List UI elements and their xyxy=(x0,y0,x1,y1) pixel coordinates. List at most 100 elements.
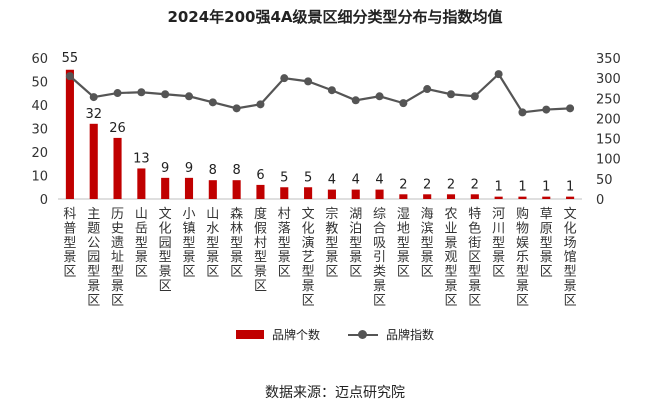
category-label-13-char: 景 xyxy=(373,279,386,294)
category-label-12-char: 景 xyxy=(349,250,362,265)
category-label-13-char: 区 xyxy=(373,293,386,308)
category-label-20-char: 景 xyxy=(540,250,553,265)
category-label-19-char: 型 xyxy=(516,265,529,280)
category-label-9-char: 景 xyxy=(278,250,291,265)
bar-12 xyxy=(351,189,360,199)
bar-0 xyxy=(65,69,74,199)
category-label-12-char: 湖 xyxy=(349,207,362,222)
bar-data-label-10: 5 xyxy=(304,170,312,185)
index-point-18 xyxy=(494,70,503,79)
category-label-19-char: 娱 xyxy=(516,236,529,251)
category-label-18-char: 河 xyxy=(492,207,505,222)
category-label-10-char: 演 xyxy=(302,235,315,251)
index-point-16 xyxy=(447,90,455,99)
category-label-3-char: 区 xyxy=(135,265,148,280)
bar-data-label-0: 55 xyxy=(62,51,79,66)
category-label-8-char: 区 xyxy=(254,279,267,294)
category-label-15-char: 区 xyxy=(421,265,434,280)
bar-14 xyxy=(399,194,408,199)
category-label-21-char: 场 xyxy=(564,236,577,251)
category-label-14-char: 景 xyxy=(397,250,410,265)
index-point-13 xyxy=(375,92,384,101)
category-label-12-char: 区 xyxy=(349,265,362,280)
category-label-20-char: 草 xyxy=(540,207,553,222)
category-label-14-char: 地 xyxy=(397,221,410,236)
bar-data-label-13: 4 xyxy=(375,173,383,188)
bar-data-label-8: 6 xyxy=(256,168,264,183)
category-label-9-char: 村 xyxy=(278,207,291,222)
index-point-6 xyxy=(208,98,217,107)
category-label-1-char: 题 xyxy=(87,221,100,236)
category-label-4-char: 文 xyxy=(159,207,172,222)
bar-data-label-11: 4 xyxy=(328,173,336,188)
category-label-1-char: 园 xyxy=(87,250,100,265)
left-axis-tick-label: 10 xyxy=(31,170,48,185)
bar-11 xyxy=(327,189,336,199)
category-label-20-char: 型 xyxy=(540,236,553,251)
category-label-6-char: 型 xyxy=(206,236,219,251)
category-label-0-char: 型 xyxy=(63,236,76,251)
legend-bar-label: 品牌个数 xyxy=(271,328,320,342)
legend-line-label: 品牌指数 xyxy=(386,328,435,342)
category-label-4-char: 化 xyxy=(159,221,172,236)
bar-data-label-6: 8 xyxy=(209,163,217,178)
category-label-4-char: 型 xyxy=(159,250,172,265)
category-label-8-char: 度 xyxy=(254,206,267,222)
bar-1 xyxy=(89,123,98,199)
bar-data-label-12: 4 xyxy=(352,173,360,188)
index-point-2 xyxy=(113,89,122,98)
bar-data-label-15: 2 xyxy=(423,177,431,192)
category-label-21-char: 区 xyxy=(564,293,577,308)
index-point-7 xyxy=(232,104,241,113)
category-label-4-char: 景 xyxy=(159,265,172,280)
bar-data-label-16: 2 xyxy=(447,177,455,192)
category-label-10-char: 艺 xyxy=(302,250,315,265)
bar-9 xyxy=(280,187,289,199)
category-label-0-char: 区 xyxy=(63,265,76,280)
category-label-0-char: 景 xyxy=(63,250,76,265)
category-label-8-char: 假 xyxy=(254,221,267,236)
chart-legend: 品牌个数 品牌指数 xyxy=(0,326,670,343)
bar-5 xyxy=(184,177,194,199)
category-label-13-char: 合 xyxy=(373,221,386,236)
category-label-21-char: 文 xyxy=(564,207,577,222)
index-point-9 xyxy=(280,74,289,83)
category-label-1-char: 主 xyxy=(87,207,100,222)
category-label-4-char: 区 xyxy=(159,279,172,294)
category-label-18-char: 川 xyxy=(492,221,505,236)
bar-8 xyxy=(256,184,265,199)
category-label-7-char: 景 xyxy=(230,250,243,265)
index-point-5 xyxy=(185,92,193,101)
category-label-14-char: 区 xyxy=(397,265,410,280)
bar-7 xyxy=(232,180,241,199)
right-axis-tick-label: 350 xyxy=(596,52,621,67)
bar-4 xyxy=(161,177,170,199)
category-label-16-char: 型 xyxy=(444,265,457,280)
index-point-0 xyxy=(65,72,74,81)
legend-item-line: 品牌指数 xyxy=(348,326,434,343)
category-label-21-char: 馆 xyxy=(564,250,577,265)
category-label-14-char: 型 xyxy=(397,236,410,251)
category-label-17-char: 型 xyxy=(468,265,481,280)
right-axis-tick-label: 0 xyxy=(596,193,604,208)
category-label-11-char: 区 xyxy=(325,265,338,280)
legend-bar-swatch xyxy=(235,330,264,339)
category-label-19-char: 物 xyxy=(516,221,529,236)
category-label-20-char: 原 xyxy=(540,221,553,236)
category-label-21-char: 化 xyxy=(564,221,577,236)
category-label-16-char: 景 xyxy=(444,279,457,294)
category-label-1-char: 公 xyxy=(87,236,100,251)
category-label-17-char: 区 xyxy=(468,250,481,265)
category-label-17-char: 景 xyxy=(468,279,481,294)
bar-2 xyxy=(113,137,122,199)
category-label-3-char: 山 xyxy=(135,207,148,222)
category-label-5-char: 小 xyxy=(182,207,195,222)
category-label-9-char: 型 xyxy=(278,236,291,251)
category-label-17-char: 特 xyxy=(468,207,481,222)
category-label-11-char: 宗 xyxy=(325,206,338,222)
category-label-2-char: 区 xyxy=(111,293,124,308)
bar-data-label-7: 8 xyxy=(232,163,240,178)
category-label-11-char: 景 xyxy=(325,250,338,265)
category-label-17-char: 区 xyxy=(468,293,481,308)
